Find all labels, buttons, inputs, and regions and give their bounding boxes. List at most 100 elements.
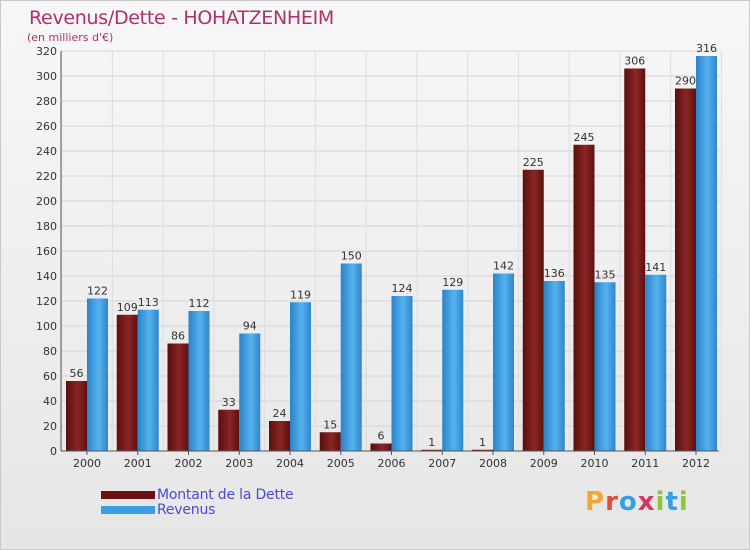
x-tick-label: 2005 [327,457,355,470]
bar-debt [421,449,443,451]
y-tick-label: 40 [43,395,57,408]
bar-revenue [696,56,717,451]
legend-label-debt: Montant de la Dette [157,486,294,503]
legend-swatch-revenue [101,505,155,514]
chart-title: Revenus/Dette - HOHATZENHEIM [29,7,334,29]
y-tick-label: 120 [36,295,57,308]
y-tick-label: 320 [36,45,57,58]
y-tick-label: 220 [36,170,57,183]
data-label-debt: 15 [323,418,337,431]
x-tick-label: 2006 [378,457,406,470]
data-label-revenue: 124 [392,282,413,295]
x-tick-label: 2004 [276,457,304,470]
bar-revenue [239,333,261,451]
bar-debt [472,449,493,451]
logo-letter: x [637,487,656,517]
chart-subtitle: (en milliers d'€) [27,31,114,44]
data-label-revenue: 316 [696,42,717,55]
y-tick-label: 180 [36,220,57,233]
logo-letter: i [678,487,689,517]
y-tick-label: 20 [43,420,57,433]
y-tick-label: 60 [43,370,57,383]
data-label-debt: 1 [479,436,486,449]
bar-debt [573,144,595,451]
y-tick-label: 260 [36,120,57,133]
data-label-debt: 6 [378,430,385,443]
proxiti-logo: Proxiti [585,487,689,517]
bar-debt [116,314,138,451]
bar-revenue [188,311,210,451]
data-label-debt: 245 [574,131,595,144]
data-label-revenue: 141 [645,261,666,274]
data-label-debt: 1 [428,436,435,449]
bar-debt [167,343,189,451]
data-label-revenue: 119 [290,288,311,301]
x-tick-label: 2001 [124,457,152,470]
data-label-revenue: 113 [138,296,159,309]
y-tick-label: 280 [36,95,57,108]
bar-debt [218,409,240,451]
bar-revenue [290,302,311,451]
logo-letter: i [655,487,666,517]
legend-swatch-debt [101,490,155,499]
bar-revenue [543,281,565,451]
x-tick-label: 2009 [530,457,558,470]
bar-debt [522,169,544,451]
y-tick-label: 200 [36,195,57,208]
legend-label-revenue: Revenus [157,501,216,518]
y-tick-label: 300 [36,70,57,83]
logo-letter: t [665,487,679,517]
x-tick-label: 2008 [479,457,507,470]
legend-item-debt: Montant de la Dette [101,486,294,503]
data-label-debt: 33 [222,396,236,409]
data-label-debt: 109 [117,301,138,314]
data-label-debt: 24 [273,407,287,420]
data-label-debt: 86 [171,330,185,343]
bar-revenue [442,289,464,451]
bar-debt [624,68,646,451]
bar-debt [319,432,341,451]
data-label-debt: 306 [624,55,645,68]
bar-debt [370,443,392,451]
data-label-revenue: 94 [243,320,257,333]
bar-debt [675,88,696,451]
legend: Montant de la Dette Revenus [101,486,294,518]
logo-letter: P [585,487,606,517]
data-labels: 56 122 109 113 86 112 33 94 24 119 15 150 6 124 1 129 1 1… [70,42,718,449]
data-label-revenue: 122 [87,285,108,298]
x-tick-label: 2010 [581,457,609,470]
data-label-debt: 290 [675,75,696,88]
logo-letter: o [618,487,638,517]
x-tick-label: 2011 [631,457,659,470]
legend-item-revenue: Revenus [101,501,293,518]
data-label-revenue: 150 [341,250,362,263]
x-tick-label: 2007 [428,457,456,470]
bar-revenue [340,263,362,451]
x-tick-label: 2003 [225,457,253,470]
bar-revenue [137,309,159,451]
logo-letter: r [605,487,619,517]
bars [66,56,717,451]
data-label-revenue: 142 [493,260,514,273]
bar-debt [66,381,87,451]
x-tick-label: 2002 [175,457,203,470]
y-tick-label: 240 [36,145,57,158]
data-label-debt: 225 [523,156,544,169]
data-label-revenue: 135 [595,268,616,281]
y-tick-label: 80 [43,345,57,358]
bar-revenue [391,296,413,451]
bar-debt [269,421,290,451]
bar-revenue [645,274,667,451]
data-label-revenue: 129 [442,276,463,289]
bar-revenue [493,273,514,451]
data-label-revenue: 112 [189,297,210,310]
y-tick-label: 0 [50,445,57,458]
data-label-debt: 56 [70,367,84,380]
y-tick-label: 140 [36,270,57,283]
data-label-revenue: 136 [544,267,565,280]
x-tick-label: 2000 [73,457,101,470]
y-tick-label: 100 [36,320,57,333]
y-tick-label: 160 [36,245,57,258]
